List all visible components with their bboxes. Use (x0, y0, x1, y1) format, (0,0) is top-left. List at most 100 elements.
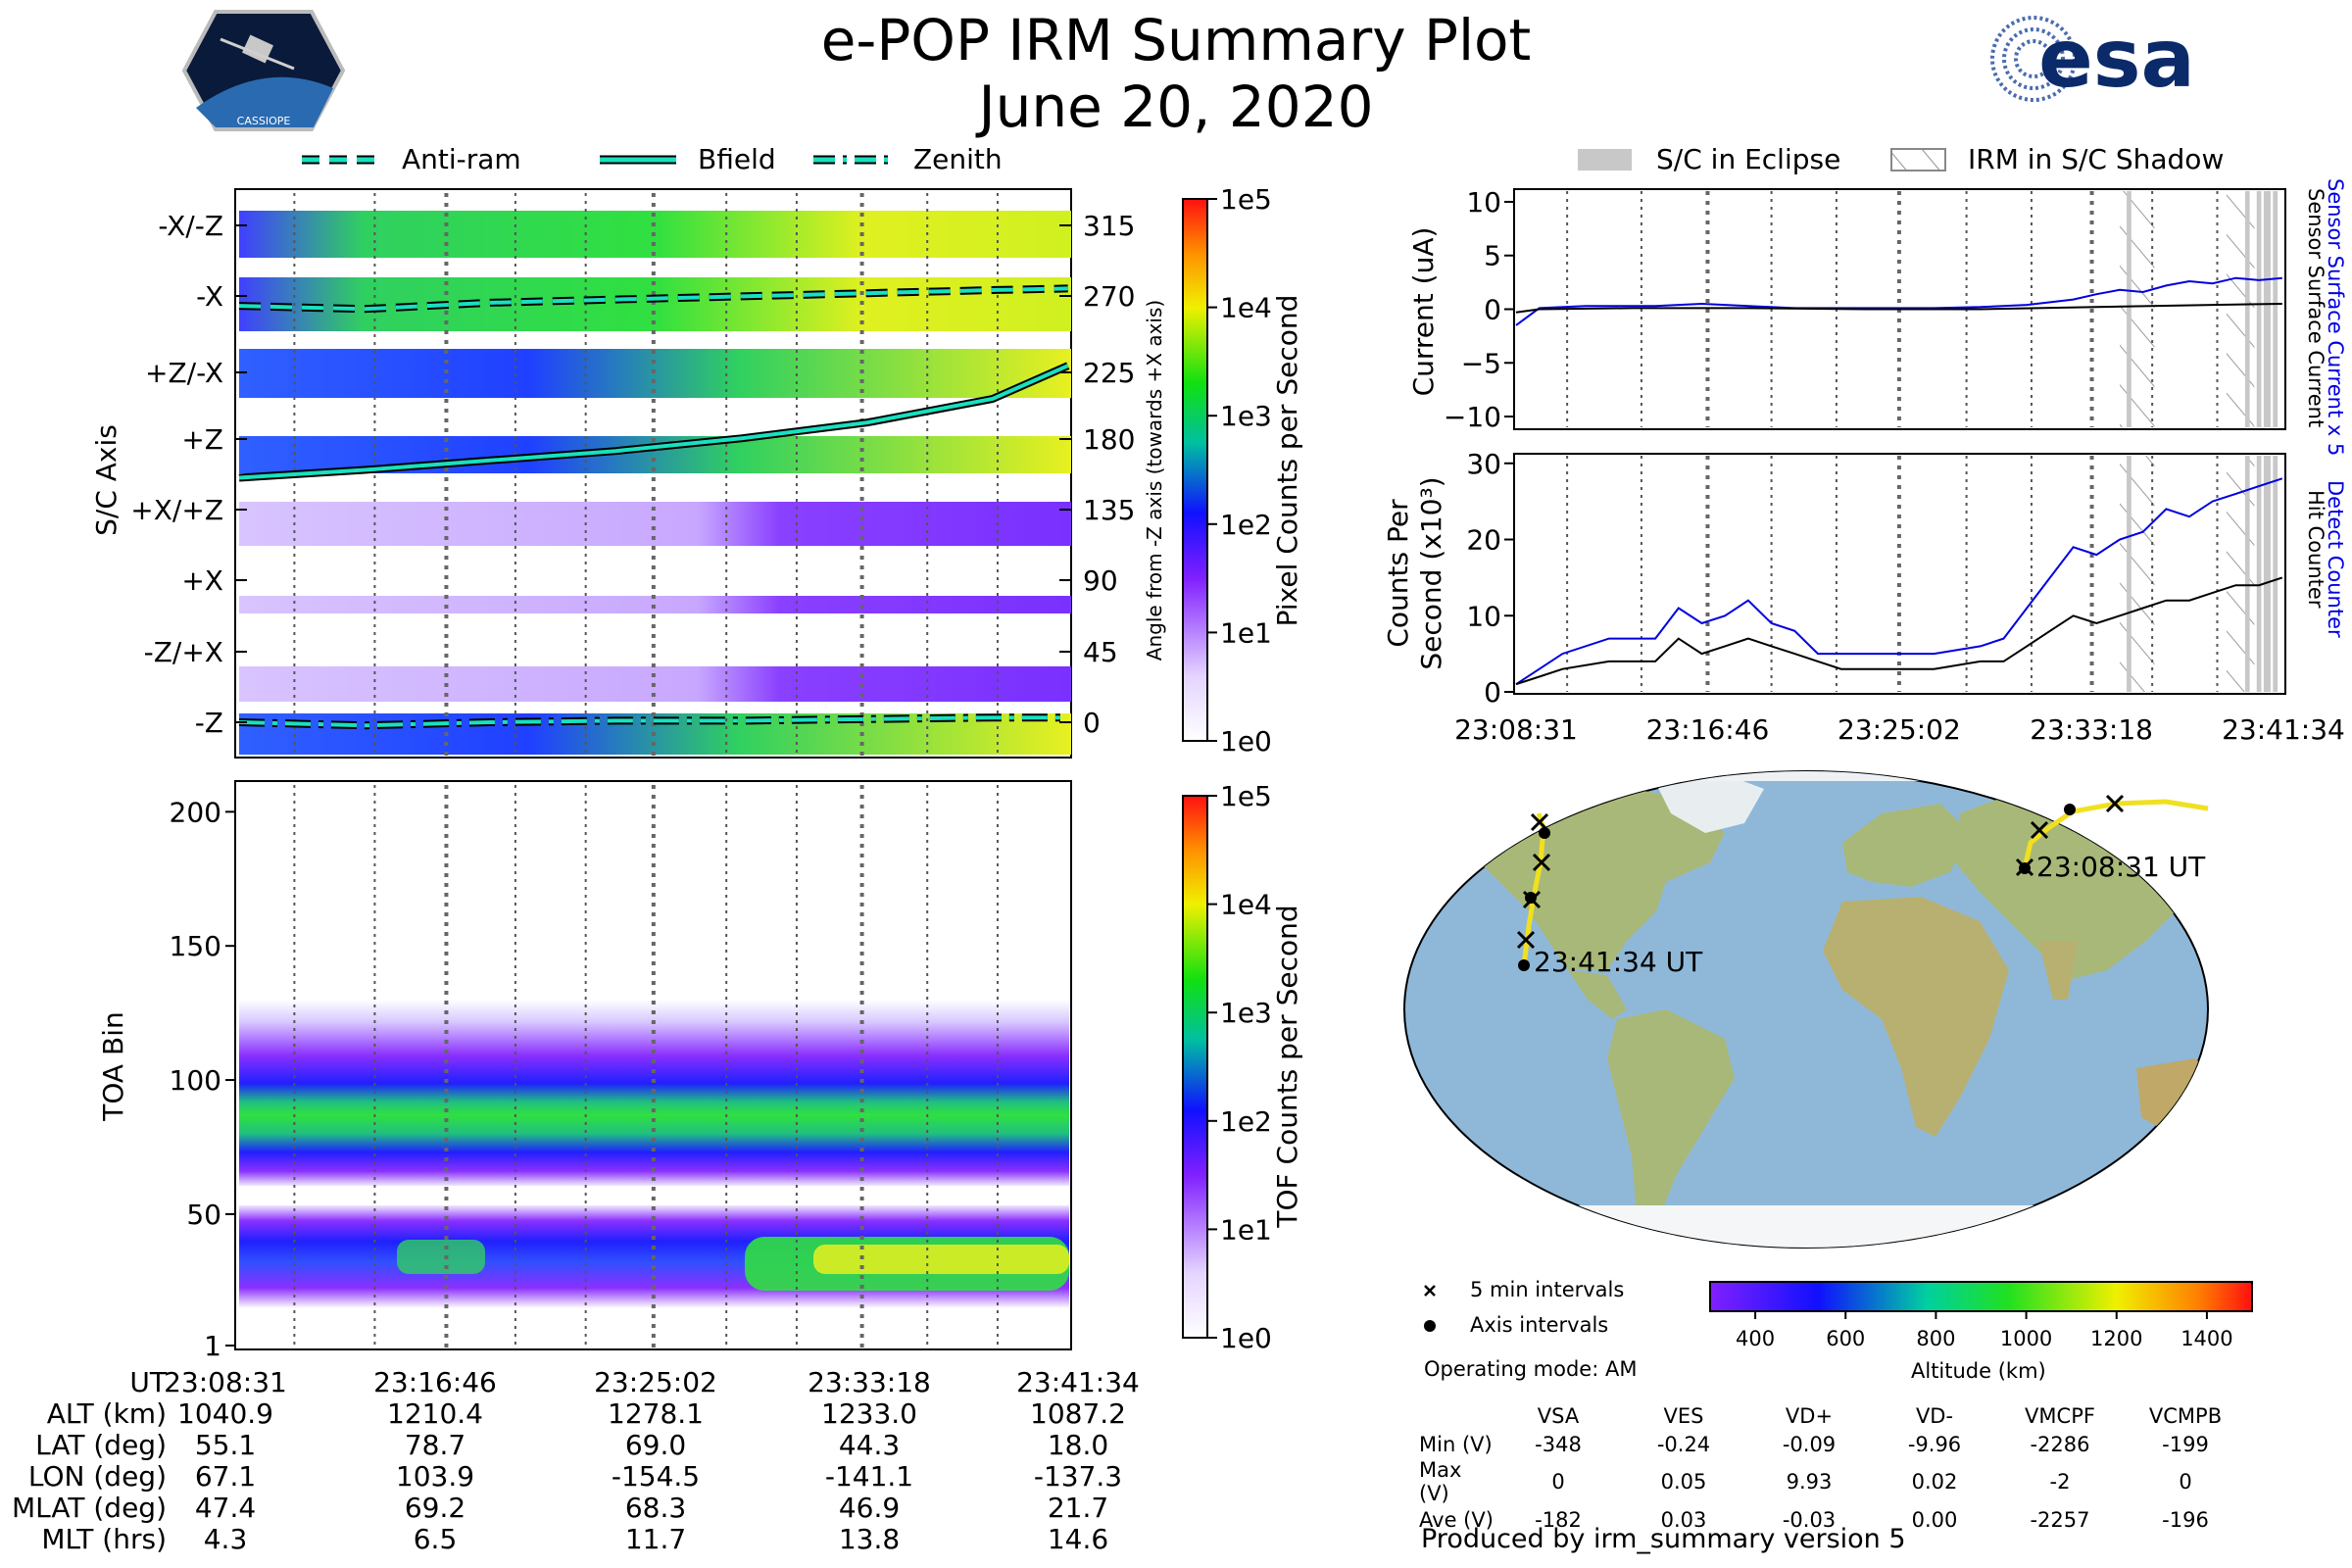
sc-axis-tick-label: -X/-Z (158, 210, 223, 242)
ephemeris-value: 1087.2 (1030, 1397, 1126, 1430)
ephem-label-alt: ALT (km) (46, 1397, 167, 1430)
angle-tick-label: 0 (1083, 707, 1101, 739)
voltage-row-min: Min (V) -348 -0.24 -0.09 -9.96 -2286 -19… (1419, 1430, 2248, 1458)
colorbar-tick-label: 1e5 (1220, 780, 1272, 812)
counts-series-line (1515, 576, 2283, 686)
ephemeris-value: -141.1 (824, 1460, 914, 1493)
colorbar-tick-label: 1e3 (1220, 400, 1272, 432)
altitude-tick-label: 600 (1826, 1327, 1865, 1350)
legend-eclipse: S/C in Eclipse (1656, 143, 1841, 175)
eclipse-region (2273, 191, 2278, 427)
sc-axis-tick-label: +Z (181, 423, 223, 456)
legend-5min: 5 min intervals (1470, 1278, 1625, 1301)
angle-tick-label: 180 (1083, 423, 1135, 456)
voltage-cell: -196 (2162, 1507, 2209, 1532)
world-map (1403, 770, 2209, 1249)
ephemeris-value: 1278.1 (608, 1397, 704, 1430)
toa-tick-label: 1 (204, 1330, 221, 1362)
europe (1842, 804, 1970, 887)
eclipse-region (2273, 456, 2278, 692)
voltage-cell: 0.03 (1660, 1507, 1707, 1532)
voltage-cell: 0 (2179, 1470, 2192, 1494)
legend-zenith: Zenith (913, 143, 1003, 175)
eclipse-swatch (1578, 149, 1632, 171)
voltage-row-label: Ave (V) (1419, 1507, 1494, 1532)
pixel-colorbar: 1e5 1e4 1e3 1e2 1e1 1e0 (1182, 183, 1272, 758)
voltage-cell: -182 (1535, 1507, 1582, 1532)
ephemeris-value: 44.3 (838, 1429, 901, 1461)
altitude-tick-label: 1200 (2090, 1327, 2142, 1350)
voltage-cell: 0.05 (1660, 1470, 1707, 1494)
india (2038, 941, 2078, 1000)
map-legend-markers (1424, 1285, 1436, 1297)
ephemeris-value: 46.9 (838, 1492, 901, 1524)
voltage-cell: 0 (1551, 1470, 1565, 1494)
page-title: e-POP IRM Summary Plot (820, 7, 1532, 74)
ephemeris-value: 1233.0 (821, 1397, 917, 1430)
map-start-label: 23:08:31 UT (2036, 851, 2206, 883)
eclipse-region (2263, 456, 2271, 692)
voltage-row-label: Max (V) (1419, 1458, 1462, 1505)
ephemeris-value: 1040.9 (177, 1397, 273, 1430)
ephemeris-value: 47.4 (194, 1492, 257, 1524)
svg-text:CASSIOPE: CASSIOPE (237, 115, 291, 127)
counts-tick-label: 0 (1484, 676, 1501, 709)
voltage-table: VSA VES VD+ VD- VMCPF VCMPB Min (V) -348… (1419, 1401, 2248, 1534)
counts-x-tick-label: 23:08:31 (1454, 713, 1578, 746)
ephemeris-value: 69.0 (624, 1429, 687, 1461)
south-america (1607, 1009, 1735, 1225)
counts-tick-label: 30 (1466, 448, 1501, 480)
voltage-cell: -9.96 (1907, 1432, 1962, 1456)
shadow-swatch (1890, 148, 1946, 172)
operating-mode: Operating mode: AM (1424, 1357, 1638, 1381)
detect-counter-label: Detect Counter (2324, 480, 2347, 638)
eclipse-region (2256, 191, 2262, 427)
toa-tick-label: 100 (170, 1064, 221, 1097)
colorbar-tick-label: 1e2 (1220, 509, 1272, 541)
voltage-row-max: Max (V) 0 0.05 9.93 0.02 -2 0 (1419, 1458, 2248, 1505)
ephemeris-value: 14.6 (1047, 1523, 1109, 1555)
voltage-header-row: VSA VES VD+ VD- VMCPF VCMPB (1419, 1401, 2248, 1430)
ephem-label-ut: UT (129, 1366, 167, 1398)
shadow-region (2119, 191, 2155, 427)
ephemeris-value: -154.5 (611, 1460, 701, 1493)
voltage-header: VSA (1537, 1403, 1580, 1428)
angle-tick-label: 270 (1083, 280, 1135, 313)
voltage-header: VD+ (1785, 1403, 1834, 1428)
colorbar-tick-label: 1e5 (1220, 183, 1272, 216)
cassiope-logo: CASSIOPE (181, 10, 346, 131)
shadow-region (2226, 191, 2255, 427)
legend-axis-intervals: Axis intervals (1470, 1313, 1609, 1337)
ephemeris-value: 23:25:02 (594, 1366, 717, 1398)
colorbar-tick-label: 1e4 (1220, 292, 1272, 324)
angle-tick-label: 225 (1083, 357, 1135, 389)
toa-tick-label: 200 (170, 796, 221, 828)
current-tick-label: −10 (1444, 401, 1501, 433)
sc-axis-tick-label: +Z/-X (145, 357, 223, 389)
voltage-cell: -0.03 (1782, 1507, 1837, 1532)
svg-text:esa: esa (2038, 13, 2195, 106)
sensor-current-x5-label: Sensor Surface Current x 5 (2324, 178, 2347, 456)
sc-axis-label: S/C Axis (90, 424, 122, 536)
voltage-cell: 9.93 (1786, 1470, 1833, 1494)
voltage-row-ave: Ave (V) -182 0.03 -0.03 0.00 -2257 -196 (1419, 1505, 2248, 1534)
angle-tick-label: 45 (1083, 636, 1118, 668)
current-axis-label: Current (uA) (1407, 227, 1440, 397)
colorbar-tick-label: 1e2 (1220, 1105, 1272, 1138)
counts-series-line (1515, 477, 2283, 686)
colorbar-tick-label: 1e1 (1220, 1213, 1272, 1246)
counts-x-tick-label: 23:25:02 (1838, 713, 1961, 746)
angle-line-bfield-color (238, 364, 1069, 480)
ephemeris-value: 68.3 (624, 1492, 687, 1524)
eclipse-region (2244, 191, 2250, 427)
ephemeris-value: 78.7 (404, 1429, 466, 1461)
antarctica (1404, 1205, 2208, 1248)
ephemeris-value: 67.1 (194, 1460, 257, 1493)
eclipse-region (2263, 191, 2271, 427)
altitude-label: Altitude (km) (1911, 1359, 2046, 1383)
voltage-cell: -2286 (2030, 1432, 2090, 1456)
arctic (1404, 771, 2208, 781)
counts-x-tick-label: 23:16:46 (1646, 713, 1770, 746)
ephemeris-value: 69.2 (404, 1492, 466, 1524)
